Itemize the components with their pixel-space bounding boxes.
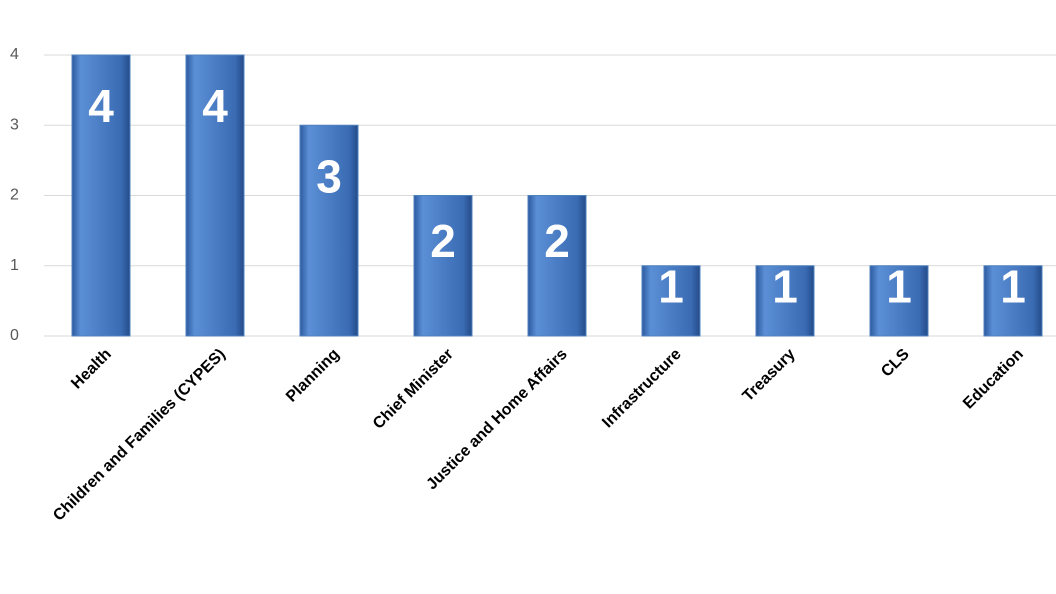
bar: [185, 54, 245, 337]
data-label: 4: [88, 80, 114, 132]
x-tick-label: Health: [68, 346, 115, 393]
x-tick-label: Chief Minister: [370, 346, 457, 433]
bar: [71, 54, 131, 337]
bar: [869, 265, 929, 337]
bar: [983, 265, 1043, 337]
data-label: 1: [772, 260, 798, 312]
data-label: 3: [316, 150, 342, 202]
y-tick-label: 3: [10, 116, 19, 133]
data-label: 2: [544, 215, 570, 267]
x-tick-label: CLS: [878, 346, 913, 381]
x-tick-label: Planning: [283, 346, 343, 406]
bar: [413, 195, 473, 337]
y-tick-label: 4: [10, 46, 19, 63]
bar: [527, 195, 587, 337]
data-label: 1: [1000, 260, 1026, 312]
y-tick-label: 2: [10, 187, 19, 204]
bar: [299, 124, 359, 337]
y-tick-label: 1: [10, 257, 19, 274]
x-tick-label: Infrastructure: [599, 346, 685, 432]
data-label: 1: [658, 260, 684, 312]
data-label: 4: [202, 80, 228, 132]
bar: [755, 265, 815, 337]
x-tick-label: Education: [960, 346, 1027, 413]
data-label: 2: [430, 215, 456, 267]
data-label: 1: [886, 260, 912, 312]
y-tick-label: 0: [10, 327, 19, 344]
bar: [641, 265, 701, 337]
x-tick-label: Treasury: [740, 346, 799, 405]
